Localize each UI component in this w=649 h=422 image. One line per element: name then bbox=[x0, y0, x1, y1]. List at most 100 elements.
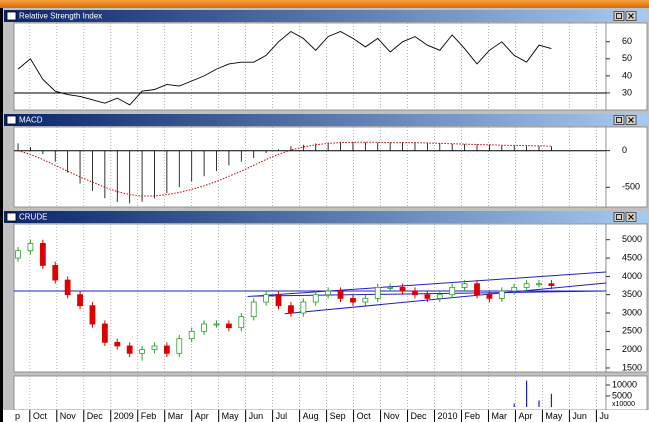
candle-body bbox=[486, 294, 493, 299]
plot-group bbox=[14, 127, 606, 207]
y-tick-label: 5000 bbox=[612, 390, 632, 400]
candle-body bbox=[350, 297, 356, 303]
x-tick-label: Oct bbox=[357, 411, 372, 421]
candle-body bbox=[77, 294, 83, 307]
candle-body bbox=[474, 283, 480, 296]
trend-line bbox=[284, 282, 606, 315]
candle-body bbox=[52, 264, 59, 281]
plot-group bbox=[14, 224, 606, 372]
x-tick-label: Jun bbox=[249, 411, 264, 421]
x-tick-label: Aug bbox=[303, 411, 319, 421]
pane-icon bbox=[6, 212, 17, 222]
pane-title-bar bbox=[4, 114, 647, 126]
candle-body bbox=[89, 305, 96, 325]
x-tick-label: Dec bbox=[411, 411, 428, 421]
candle-body bbox=[15, 250, 21, 259]
pane-icon bbox=[6, 11, 17, 21]
close-icon bbox=[628, 13, 634, 19]
candle-body bbox=[511, 286, 518, 292]
x-tick-label: Sep bbox=[330, 411, 346, 421]
candle-body bbox=[300, 301, 307, 314]
trend-line bbox=[247, 271, 606, 298]
candle-body bbox=[399, 286, 406, 292]
x-tick-label: p bbox=[15, 411, 20, 421]
x-tick-label: Apr bbox=[195, 411, 209, 421]
y-tick-label: 4500 bbox=[622, 252, 642, 262]
candle-body bbox=[523, 283, 530, 288]
candle-body bbox=[226, 323, 232, 329]
y-tick-label: 3500 bbox=[622, 289, 642, 299]
axis-area bbox=[605, 126, 648, 208]
close-icon bbox=[628, 214, 634, 220]
y-tick-label: 4000 bbox=[622, 271, 642, 281]
x-tick-label: May bbox=[222, 411, 240, 421]
candle-body bbox=[151, 345, 158, 351]
axis-area bbox=[605, 22, 648, 111]
y-tick-label: 0 bbox=[622, 145, 627, 155]
x-tick-label: Apr bbox=[518, 411, 532, 421]
rsi-line bbox=[17, 30, 552, 106]
plot-area bbox=[13, 375, 607, 411]
volume-bar bbox=[526, 380, 528, 408]
candle-body bbox=[114, 341, 121, 347]
candle-body bbox=[362, 297, 369, 303]
candle-body bbox=[536, 283, 542, 286]
x-tick-label: 2009 bbox=[114, 411, 134, 421]
close-icon bbox=[628, 117, 634, 123]
y-tick-label: 5000 bbox=[622, 234, 642, 244]
volume-bar bbox=[513, 403, 515, 408]
candle-body bbox=[288, 305, 294, 314]
candle-body bbox=[139, 349, 145, 354]
plot-area bbox=[13, 223, 607, 373]
candle-body bbox=[176, 338, 183, 354]
candle-body bbox=[312, 294, 319, 303]
candle-body bbox=[64, 279, 71, 296]
y-tick-label: 3000 bbox=[622, 307, 642, 317]
pane-title: MACD bbox=[19, 116, 43, 125]
candle-body bbox=[412, 290, 418, 296]
y-tick-label: 2500 bbox=[622, 326, 642, 336]
x-tick-label: Jul bbox=[276, 411, 288, 421]
pane-title-bar bbox=[4, 211, 647, 223]
candle-body bbox=[461, 283, 468, 288]
y-unit-label: x10000 bbox=[612, 401, 635, 408]
plot-area bbox=[13, 126, 607, 208]
candle-body bbox=[337, 290, 344, 299]
x-tick-label: 2010 bbox=[438, 411, 458, 421]
candle-body bbox=[201, 323, 207, 332]
y-tick-label: 2000 bbox=[622, 344, 642, 354]
x-tick-label: Mar bbox=[168, 411, 184, 421]
x-tick-label: Dec bbox=[87, 411, 104, 421]
x-tick-label: Feb bbox=[464, 411, 480, 421]
pane-title: CRUDE bbox=[19, 213, 47, 222]
candle-body bbox=[101, 323, 108, 343]
x-tick-label: Mar bbox=[491, 411, 507, 421]
pane-title-bar bbox=[4, 10, 647, 22]
y-tick-label: 10000 bbox=[612, 379, 637, 389]
pane-icon bbox=[6, 115, 17, 125]
restore-button[interactable] bbox=[613, 115, 625, 125]
x-tick-label: Ju bbox=[599, 411, 609, 421]
y-tick-label: 60 bbox=[622, 36, 632, 46]
plot-area bbox=[13, 22, 607, 111]
candle-body bbox=[126, 345, 133, 354]
candle-body bbox=[374, 286, 381, 299]
restore-button[interactable] bbox=[613, 212, 625, 222]
restore-button[interactable] bbox=[613, 11, 625, 21]
x-tick-label: Oct bbox=[33, 411, 48, 421]
y-tick-label: -500 bbox=[622, 182, 640, 192]
x-tick-label: Nov bbox=[384, 411, 401, 421]
candle-body bbox=[436, 294, 443, 299]
top-bar bbox=[0, 0, 649, 8]
x-tick-label: May bbox=[545, 411, 563, 421]
x-tick-label: Nov bbox=[60, 411, 77, 421]
restore-icon bbox=[616, 13, 622, 19]
candle-body bbox=[238, 316, 245, 329]
volume-bar bbox=[550, 393, 553, 408]
candle-body bbox=[27, 243, 34, 252]
candle-body bbox=[498, 290, 505, 299]
restore-icon bbox=[616, 117, 622, 123]
candle-body bbox=[387, 286, 394, 289]
candle-body bbox=[548, 283, 555, 286]
